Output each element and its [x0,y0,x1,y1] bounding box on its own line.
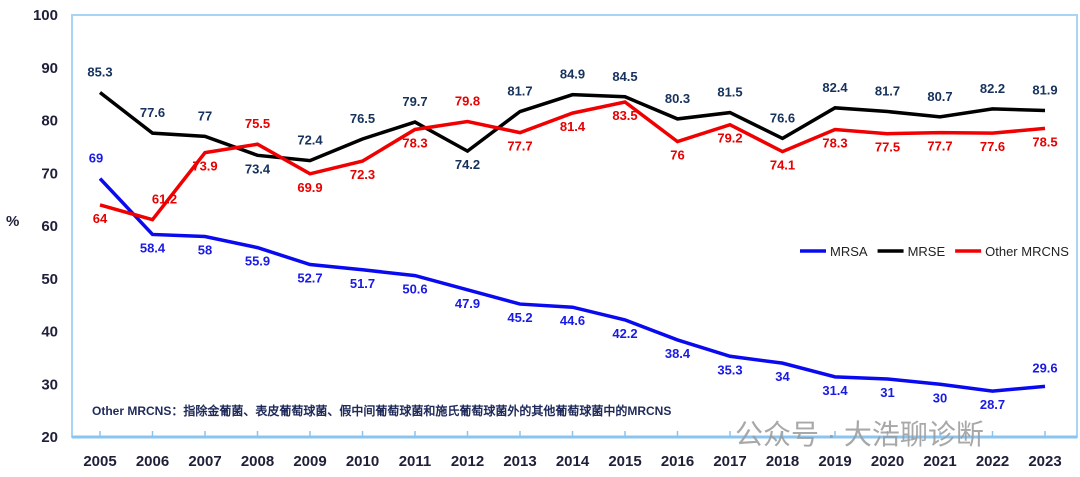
x-tick-label: 2020 [871,453,904,470]
data-label: 84.9 [560,67,585,82]
y-tick-label: 40 [41,324,58,341]
data-label: 84.5 [612,69,637,84]
series-line-mrsa [98,177,1046,393]
y-tick-label: 50 [41,271,58,288]
y-axis-label: % [6,213,19,230]
data-label: 51.7 [350,276,375,291]
data-label: 75.5 [245,116,270,131]
x-tick-label: 2021 [923,453,956,470]
data-label: 73.9 [192,159,217,174]
x-tick-label: 2011 [399,453,432,470]
series-line-mrse [98,91,1046,163]
x-tick-label: 2014 [556,453,590,470]
data-label: 77.6 [140,105,165,120]
data-label: 77.7 [927,139,952,154]
data-label: 47.9 [455,296,480,311]
x-tick-label: 2005 [83,453,116,470]
data-label: 79.2 [717,131,742,146]
data-label: 80.3 [665,91,690,106]
legend-label: MRSE [908,244,946,259]
data-label: 81.5 [717,85,742,100]
data-label: 77.6 [980,139,1005,154]
data-label: 77.5 [875,140,900,155]
data-label: 69 [89,151,103,166]
data-label: 42.2 [612,326,637,341]
x-tick-label: 2019 [818,453,851,470]
data-label: 81.7 [875,84,900,99]
data-label: 44.6 [560,313,585,328]
data-label: 50.6 [402,282,427,297]
data-label: 83.5 [612,108,637,123]
data-label: 78.3 [822,135,847,150]
y-tick-label: 100 [33,7,58,24]
x-tick-label: 2015 [608,453,641,470]
data-label: 80.7 [927,89,952,104]
data-label: 81.4 [560,119,586,134]
y-tick-label: 80 [41,113,58,130]
x-tick-label: 2018 [766,453,799,470]
y-tick-label: 70 [41,165,58,182]
data-label: 69.9 [297,180,322,195]
data-label: 52.7 [297,271,322,286]
x-tick-label: 2012 [451,453,484,470]
data-label: 58 [198,243,212,258]
data-label: 77 [198,108,212,123]
x-tick-label: 2017 [713,453,746,470]
x-tick-label: 2010 [346,453,379,470]
series-line-other-mrcns [99,100,1046,222]
data-label: 72.4 [297,133,323,148]
data-label: 78.3 [402,135,427,150]
data-label: 78.5 [1032,134,1057,149]
data-label: 58.4 [140,240,166,255]
data-label: 82.4 [822,80,848,95]
data-label: 76.5 [350,111,375,126]
x-tick-label: 2016 [661,453,694,470]
data-label: 85.3 [87,65,112,80]
x-tick-label: 2022 [976,453,1009,470]
y-tick-label: 20 [41,429,58,446]
data-label: 81.9 [1032,82,1057,97]
data-label: 45.2 [507,310,532,325]
data-label: 28.7 [980,397,1005,412]
data-label: 55.9 [245,254,270,269]
data-label: 38.4 [665,346,691,361]
data-label: 31 [880,385,894,400]
x-tick-label: 2007 [188,453,221,470]
data-label: 61.2 [152,192,177,207]
data-label: 73.4 [245,161,271,176]
legend-label: MRSA [830,244,868,259]
x-tick-label: 2009 [293,453,326,470]
data-label: 82.2 [980,81,1005,96]
data-label: 76 [670,148,684,163]
data-label: 74.1 [770,158,795,173]
legend-label: Other MRCNS [985,244,1069,259]
watermark: 公众号 · 大浩聊诊断 [735,419,984,450]
footnote: Other MRCNS：指除金葡菌、表皮葡萄球菌、假中间葡萄球菌和施氏葡萄球菌外… [92,404,672,418]
data-label: 30 [933,390,947,405]
data-label: 79.8 [455,94,480,109]
data-label: 72.3 [350,167,375,182]
data-label: 79.7 [402,94,427,109]
x-tick-label: 2008 [241,453,274,470]
data-label: 29.6 [1032,360,1057,375]
data-label: 35.3 [717,362,742,377]
x-tick-label: 2023 [1028,453,1061,470]
y-tick-label: 90 [41,60,58,77]
data-label: 64 [93,211,108,226]
data-label: 77.7 [507,139,532,154]
data-label: 31.4 [822,383,848,398]
data-label: 81.7 [507,84,532,99]
y-tick-label: 30 [41,376,58,393]
data-label: 76.6 [770,110,795,125]
data-label: 34 [775,369,790,384]
y-tick-label: 60 [41,218,58,235]
x-tick-label: 2006 [136,453,169,470]
x-tick-label: 2013 [503,453,536,470]
data-label: 74.2 [455,157,480,172]
